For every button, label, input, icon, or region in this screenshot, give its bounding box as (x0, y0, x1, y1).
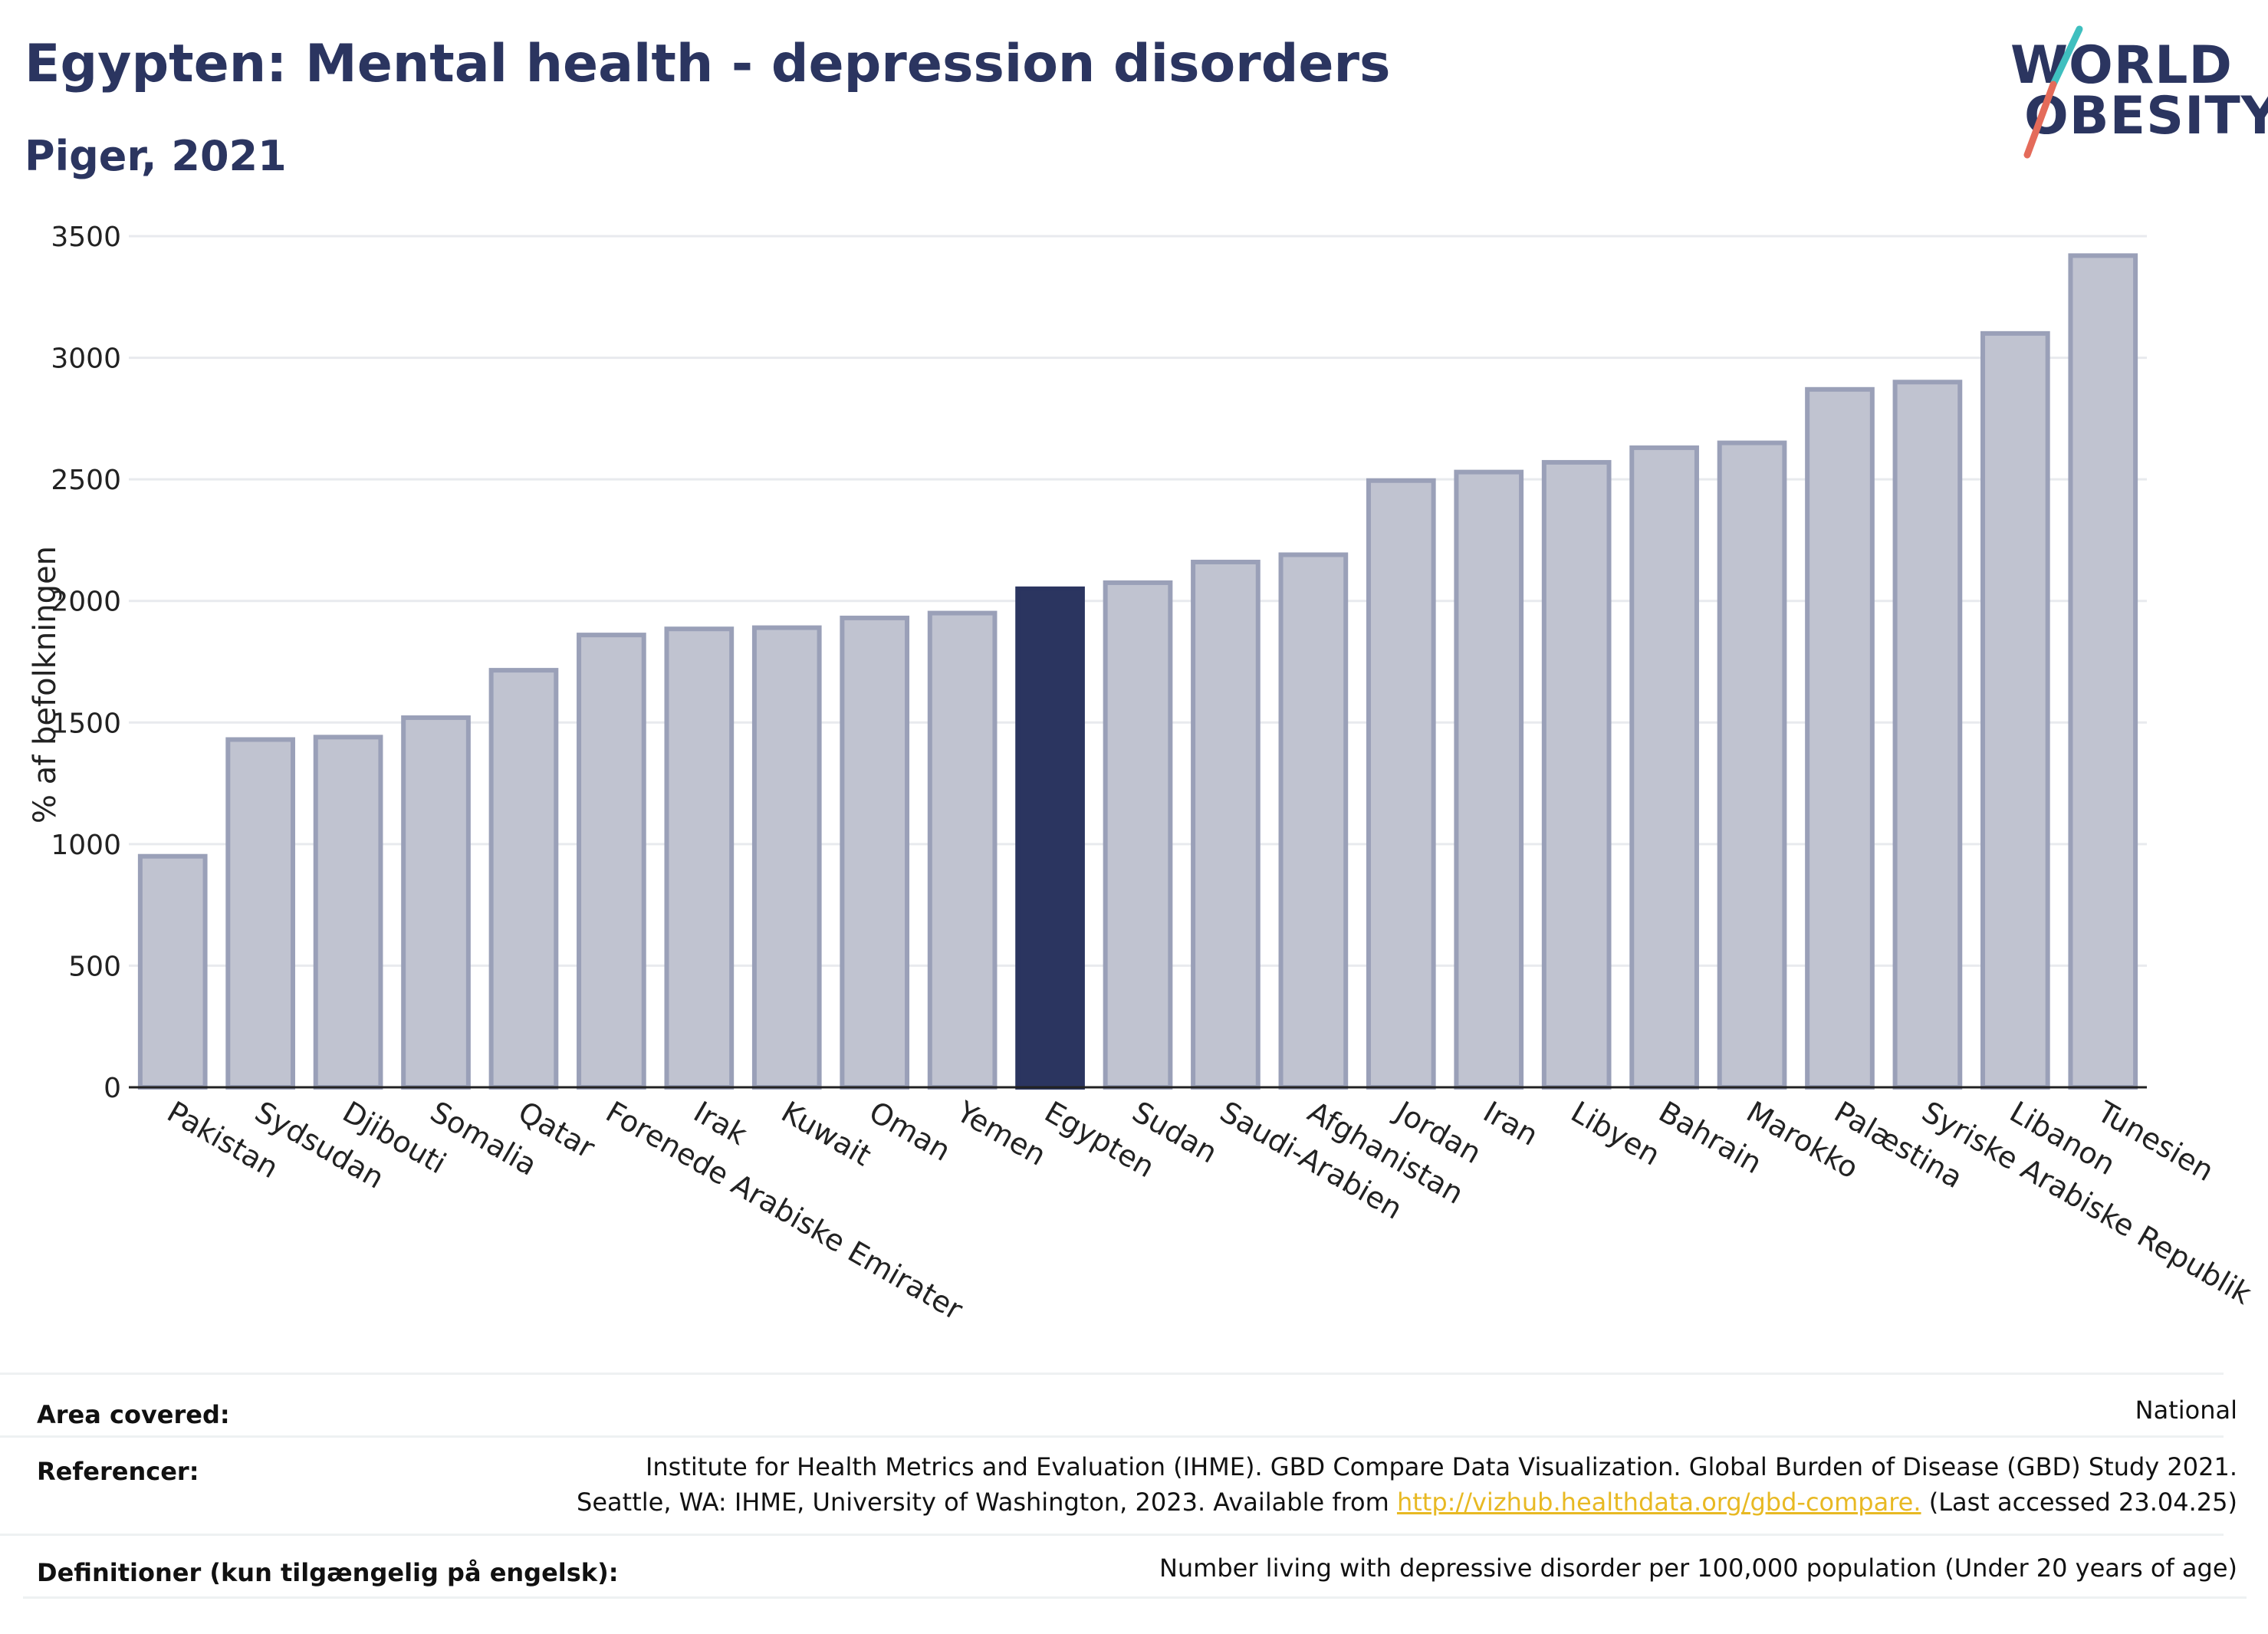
bar-marokko (1717, 440, 1787, 1090)
bar-syriske-arabiske-republik (1892, 380, 1963, 1090)
y-tick-label: 0 (104, 1073, 121, 1104)
page-subtitle: Piger, 2021 (25, 132, 287, 180)
bar-pakistan (137, 853, 208, 1090)
x-tick-label: Syriske Arabiske Republik (1916, 1095, 2256, 1311)
bar-palæstina (1805, 386, 1875, 1090)
bar-libyen (1541, 459, 1612, 1090)
reference-line-2-text: Seattle, WA: IHME, University of Washing… (577, 1488, 1389, 1517)
bar-iran (1454, 469, 1524, 1090)
logo-text-obesity: OBESITY (2024, 86, 2268, 146)
logo-text-world: WORLD (2010, 35, 2233, 96)
bar-libanon (1980, 330, 2050, 1090)
bar-afghanistan (1278, 552, 1349, 1090)
x-tick-label: Iran (1477, 1095, 1543, 1152)
y-tick-label: 3000 (51, 344, 121, 375)
bar-irak (664, 626, 735, 1090)
bar-somalia (401, 715, 471, 1090)
x-tick-label: Oman (863, 1095, 956, 1168)
bar-sudan (1103, 580, 1173, 1090)
x-tick-label: Kuwait (776, 1095, 877, 1173)
y-tick-label: 2000 (51, 587, 121, 618)
footer-divider-top (0, 1373, 2224, 1375)
bar-sydsudan (225, 737, 295, 1090)
bar-saudi-arabien (1191, 559, 1261, 1090)
x-tick-label: Tunesien (2091, 1094, 2219, 1188)
page-title: Egypten: Mental health - depression diso… (25, 34, 1391, 94)
definitions-row: Definitioner (kun tilgængelig på engelsk… (23, 1534, 2247, 1595)
reference-line-2: Seattle, WA: IHME, University of Washing… (577, 1484, 2237, 1520)
y-tick-label: 1000 (51, 830, 121, 861)
y-tick-label: 3500 (51, 222, 121, 253)
bar-oman (840, 615, 910, 1090)
footer-divider-bottom (23, 1596, 2247, 1599)
bar-bahrain (1629, 445, 1699, 1090)
reference-line-1: Institute for Health Metrics and Evaluat… (645, 1452, 2237, 1481)
definitions-label: Definitioner (kun tilgængelig på engelsk… (37, 1558, 619, 1587)
y-tick-label: 500 (68, 951, 121, 982)
bar-egypten (1015, 586, 1085, 1090)
footer-divider (0, 1534, 2224, 1536)
bar-kuwait (751, 625, 822, 1090)
bar-jordan (1366, 478, 1436, 1090)
y-tick-label: 1500 (51, 708, 121, 739)
bar-qatar (488, 668, 559, 1090)
reference-accessed-text: (Last accessed 23.04.25) (1928, 1488, 2237, 1517)
area-covered-row: Area covered: National (23, 1373, 2247, 1434)
footer-divider (0, 1435, 2224, 1438)
definitions-value: Number living with depressive disorder p… (1159, 1553, 2237, 1583)
x-tick-label: Yemen (951, 1094, 1052, 1172)
bar-yemen (927, 610, 998, 1090)
bar-chart: 0 500 1000 1500 2000 2500 3000 3500 % af befolkn… (28, 222, 2257, 1327)
references-row: Referencer: Institute for Health Metrics… (23, 1435, 2247, 1527)
y-tick-label: 2500 (51, 465, 121, 496)
reference-link[interactable]: http://vizhub.healthdata.org/gbd-compare… (1396, 1488, 1921, 1517)
area-covered-value: National (2135, 1396, 2237, 1425)
y-axis-label: % af befolkningen (28, 546, 63, 824)
logo-slash-icon (2023, 25, 2083, 159)
bar-forenede-arabiske-emirater (577, 633, 646, 1090)
bar-tunesien (2068, 253, 2138, 1090)
references-label: Referencer: (37, 1457, 199, 1486)
references-value: Institute for Health Metrics and Evaluat… (577, 1449, 2237, 1520)
world-obesity-logo: WORLD OBESITY (1994, 23, 2268, 161)
area-covered-label: Area covered: (37, 1400, 230, 1429)
x-tick-label: Libyen (1566, 1095, 1666, 1172)
bar-djibouti (313, 735, 383, 1090)
